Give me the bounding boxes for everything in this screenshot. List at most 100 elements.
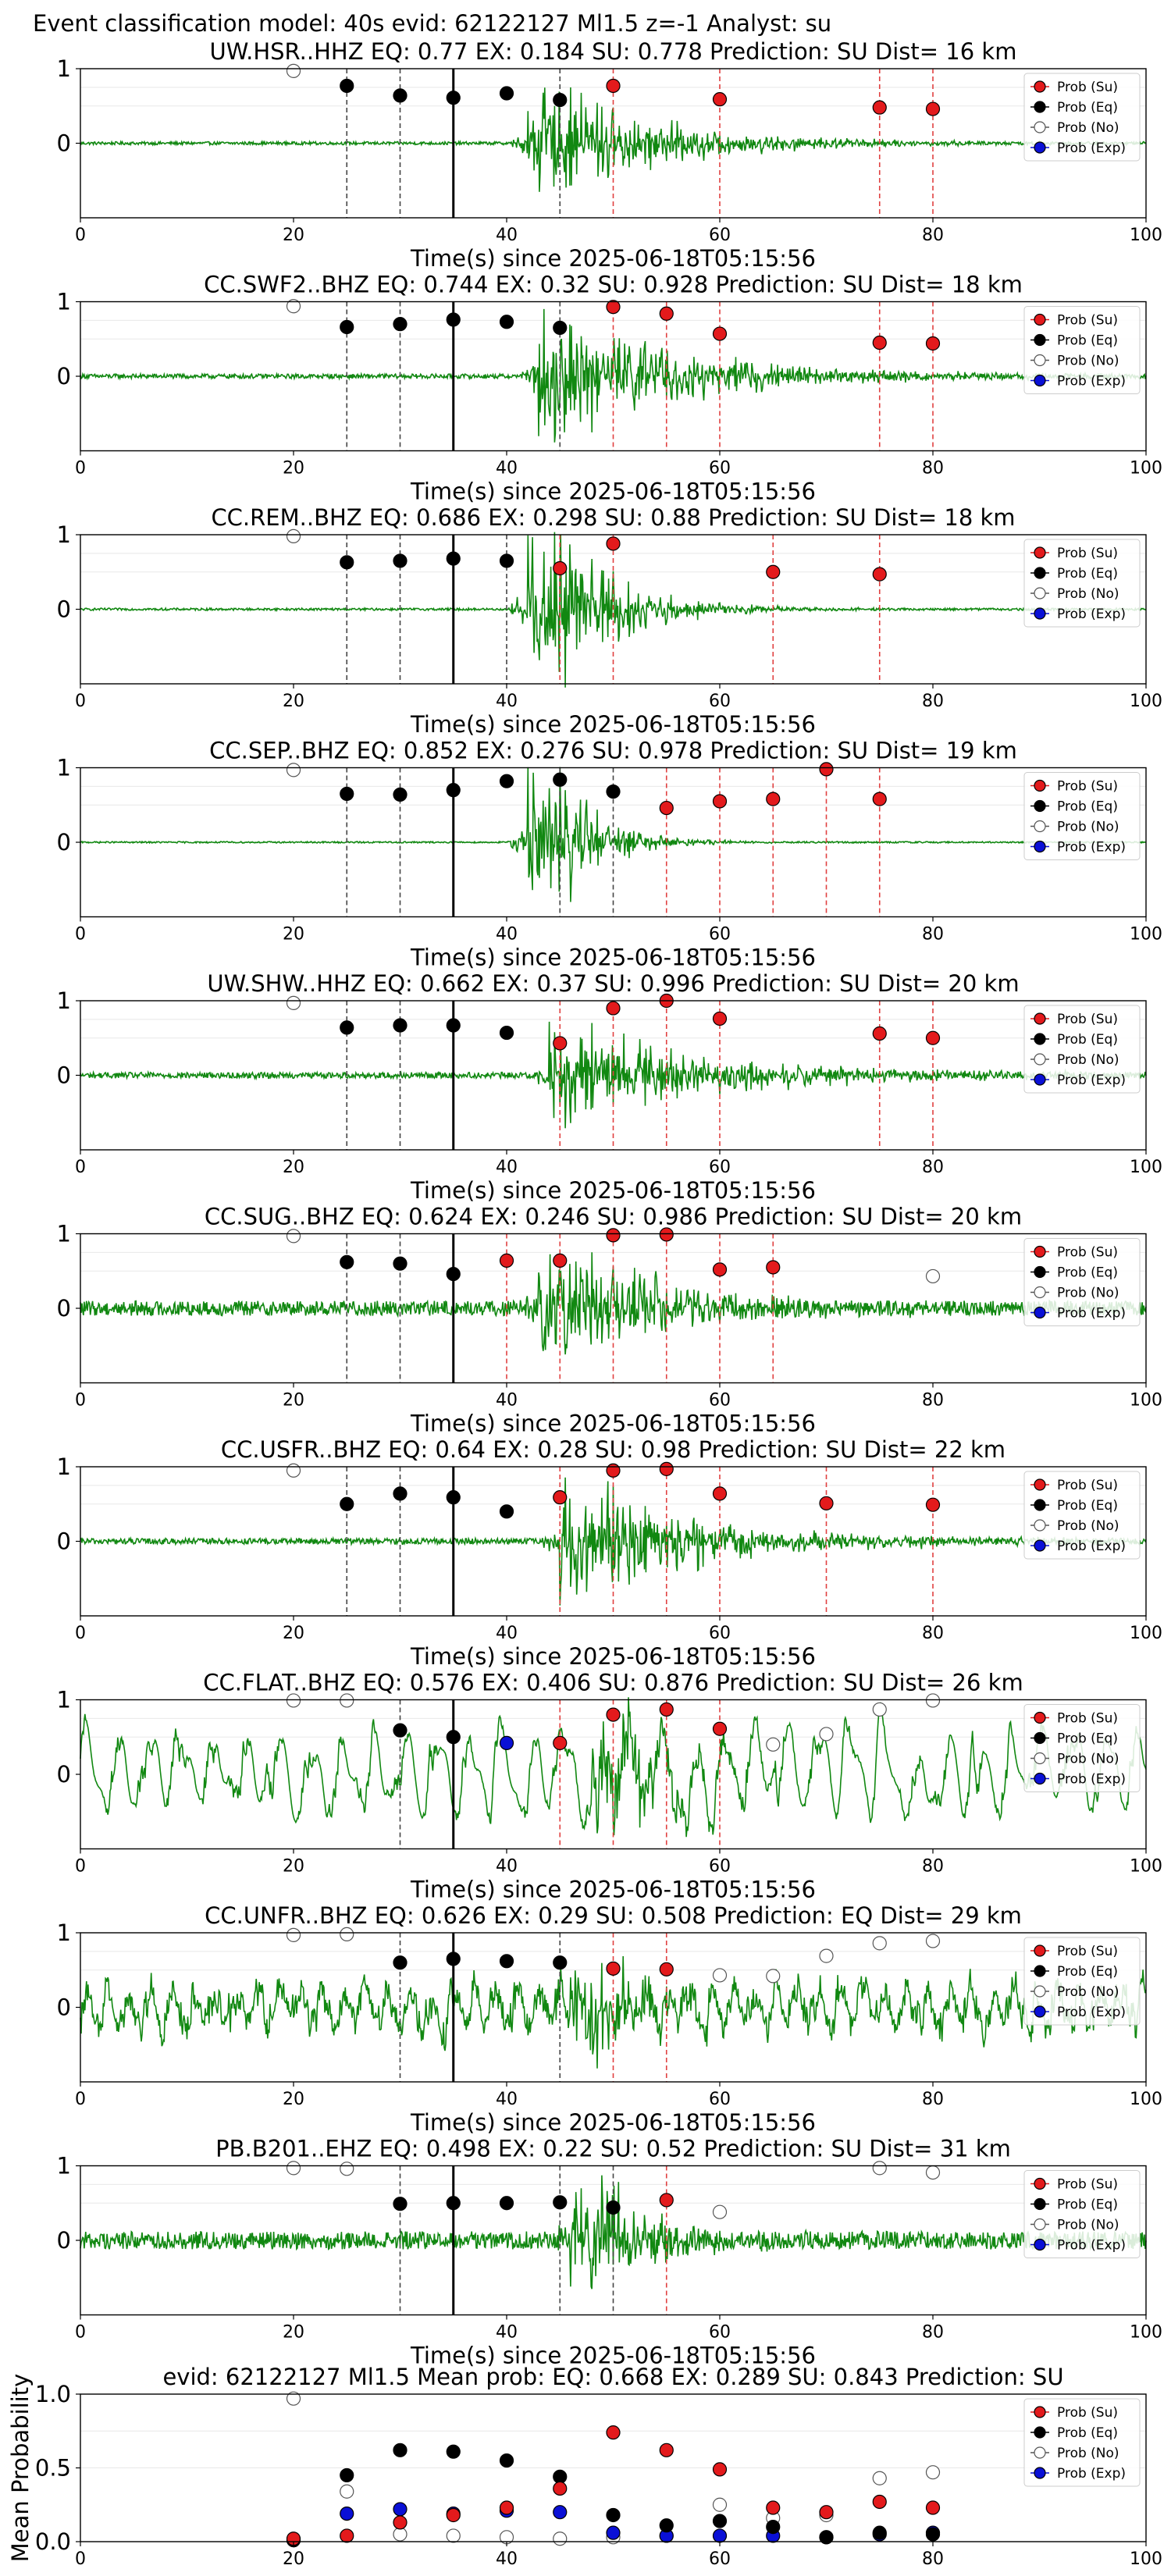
- x-axis-label: Time(s) since 2025-06-18T05:15:56: [410, 1177, 816, 1204]
- legend-entry: Prob (Eq): [1057, 2197, 1118, 2213]
- point-probsu: [872, 1026, 887, 1041]
- point-probsu: [606, 1463, 621, 1478]
- point-probsu: [553, 1735, 568, 1750]
- legend-marker: [1034, 1499, 1046, 1511]
- x-tick-label: 100: [1130, 1391, 1162, 1411]
- legend-entry: Prob (Exp): [1057, 374, 1126, 390]
- y-tick-label: 1: [57, 1687, 71, 1713]
- legend-entry: Prob (Exp): [1057, 840, 1126, 856]
- legend-entry: Prob (Su): [1057, 1012, 1118, 1027]
- legend-marker: [1034, 333, 1046, 347]
- x-tick-label: 0: [75, 1857, 86, 1877]
- point-probeq: [553, 1955, 568, 1970]
- legend: Prob (Su) Prob (Eq) Prob (No) Prob (Exp): [1023, 2170, 1141, 2258]
- x-tick-label: 0: [75, 1391, 86, 1411]
- legend-marker: [1034, 1245, 1046, 1258]
- point-probno: [712, 2497, 728, 2512]
- legend-entry: Prob (No): [1057, 2446, 1119, 2461]
- x-tick-label: 40: [496, 1391, 518, 1411]
- legend-box: [1023, 2398, 1141, 2487]
- x-tick-label: 0: [75, 692, 86, 711]
- legend-marker: [1034, 2238, 1046, 2251]
- legend-entry: Prob (Eq): [1057, 566, 1118, 582]
- y-tick-label: 0: [57, 1295, 71, 1322]
- legend-entry: Prob (Su): [1057, 2405, 1118, 2421]
- point-probeq: [553, 2195, 568, 2210]
- legend-entry: Prob (Su): [1057, 1711, 1118, 1727]
- point-probsu: [606, 2425, 621, 2440]
- point-probno: [286, 528, 301, 544]
- legend-entry: Prob (Eq): [1057, 100, 1118, 116]
- y-tick-label: 0: [57, 829, 71, 856]
- legend-marker: [1034, 1478, 1046, 1491]
- x-tick-label: 80: [922, 2323, 944, 2343]
- point-probsu: [819, 762, 834, 777]
- point-probsu: [872, 2494, 887, 2510]
- legend-marker: [1034, 1944, 1046, 1957]
- point-probeq: [606, 2507, 621, 2523]
- point-probno: [925, 1268, 941, 1284]
- point-probeq: [340, 555, 354, 570]
- x-tick-label: 60: [709, 692, 731, 711]
- point-probno: [819, 1948, 834, 1963]
- point-probno: [925, 2465, 941, 2480]
- point-probsu: [606, 536, 621, 551]
- x-tick-label: 60: [709, 2549, 731, 2569]
- y-tick-label: 1: [57, 55, 71, 82]
- legend-marker: [1034, 1053, 1046, 1066]
- x-tick-label: 100: [1130, 692, 1162, 711]
- point-probno: [712, 1968, 728, 1983]
- x-axis-label: Time(s) since 2025-06-18T05:15:56: [410, 479, 816, 505]
- x-tick-label: 60: [709, 925, 731, 945]
- legend-entry: Prob (No): [1057, 1052, 1119, 1068]
- x-tick-label: 0: [75, 1158, 86, 1177]
- waveform-trace: [80, 2175, 1147, 2290]
- point-probno: [286, 2391, 301, 2406]
- panel-title: CC.FLAT..BHZ EQ: 0.576 EX: 0.406 SU: 0.8…: [203, 1670, 1023, 1696]
- legend-entry: Prob (Su): [1057, 1478, 1118, 1493]
- x-tick-label: 20: [283, 2090, 304, 2109]
- point-probeq: [340, 319, 354, 335]
- legend-marker: [1034, 2197, 1046, 2211]
- panel-title: UW.SHW..HHZ EQ: 0.662 EX: 0.37 SU: 0.996…: [207, 970, 1019, 997]
- point-probno: [553, 2532, 568, 2546]
- legend-marker: [1034, 354, 1046, 367]
- panel-9: PB.B201..EHZ EQ: 0.498 EX: 0.22 SU: 0.52…: [57, 2136, 1162, 2369]
- y-tick-label: 1: [57, 2153, 71, 2179]
- legend-entry: Prob (Su): [1057, 80, 1118, 95]
- legend-marker: [1034, 2446, 1046, 2459]
- point-probeq: [340, 786, 354, 802]
- waveform-trace: [80, 532, 1147, 688]
- panel-2: CC.REM..BHZ EQ: 0.686 EX: 0.298 SU: 0.88…: [57, 504, 1162, 738]
- panel-0: UW.HSR..HHZ EQ: 0.77 EX: 0.184 SU: 0.778…: [57, 38, 1162, 272]
- legend-marker: [1034, 799, 1046, 813]
- point-probeq: [446, 551, 461, 566]
- point-probeq: [446, 1018, 461, 1033]
- point-probexp: [553, 2505, 568, 2520]
- y-tick-label: 0.5: [35, 2455, 71, 2482]
- legend-entry: Prob (Su): [1057, 1245, 1118, 1261]
- legend: Prob (Su) Prob (Eq) Prob (No) Prob (Exp): [1023, 1005, 1141, 1094]
- x-tick-label: 100: [1130, 925, 1162, 945]
- legend-marker: [1034, 1752, 1046, 1765]
- panel-title: CC.USFR..BHZ EQ: 0.64 EX: 0.28 SU: 0.98 …: [221, 1436, 1005, 1463]
- point-probno: [925, 1693, 941, 1708]
- panel-title: UW.HSR..HHZ EQ: 0.77 EX: 0.184 SU: 0.778…: [210, 38, 1017, 65]
- point-probsu: [872, 335, 887, 350]
- legend: Prob (Su) Prob (Eq) Prob (No) Prob (Exp): [1023, 1937, 1141, 2026]
- legend-entry: Prob (Exp): [1057, 1772, 1126, 1788]
- legend-marker: [1034, 1731, 1046, 1745]
- x-tick-label: 80: [922, 1158, 944, 1177]
- point-probsu: [606, 1961, 621, 1976]
- waveform-trace: [80, 767, 1146, 902]
- legend-marker: [1034, 1265, 1046, 1279]
- panel-title: CC.UNFR..BHZ EQ: 0.626 EX: 0.29 SU: 0.50…: [205, 1902, 1022, 1929]
- x-tick-label: 60: [709, 1391, 731, 1411]
- y-tick-label: 0: [57, 130, 71, 157]
- y-tick-label: 1: [57, 289, 71, 315]
- point-probno: [340, 1927, 354, 1942]
- x-tick-label: 20: [283, 1158, 304, 1177]
- panel-title: CC.REM..BHZ EQ: 0.686 EX: 0.298 SU: 0.88…: [211, 504, 1015, 531]
- legend-marker: [1034, 1012, 1046, 1025]
- panel-7: CC.FLAT..BHZ EQ: 0.576 EX: 0.406 SU: 0.8…: [57, 1670, 1162, 1903]
